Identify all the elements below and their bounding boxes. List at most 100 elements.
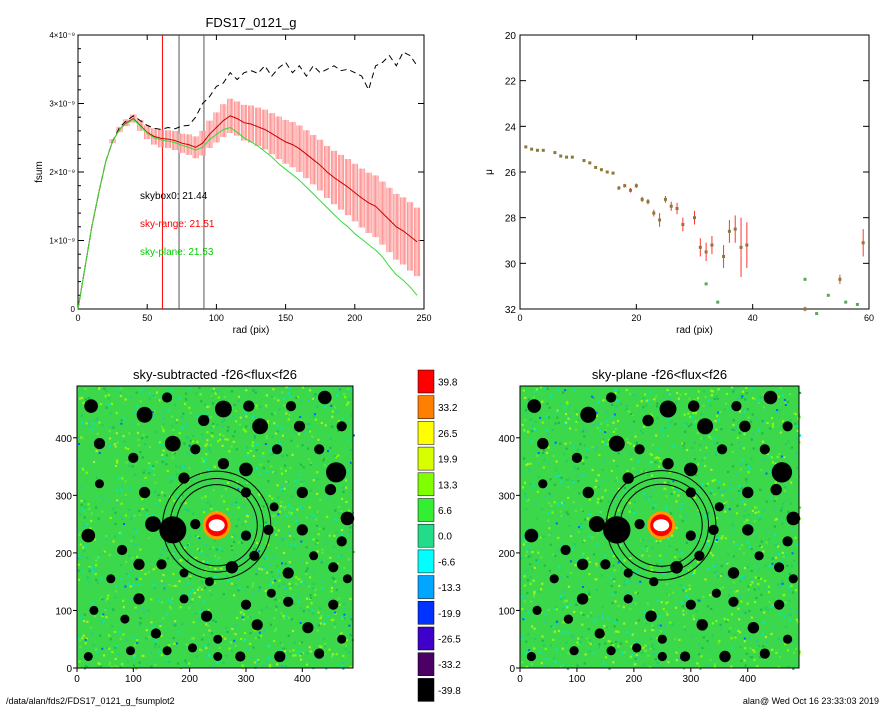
data-point [745,243,749,247]
noise-pixel [305,546,308,549]
masked-source [774,599,785,610]
noise-pixel [165,454,168,457]
noise-pixel [647,654,650,657]
noise-pixel [662,434,665,437]
data-point [727,229,731,233]
data-point [675,207,679,211]
noise-pixel [85,422,88,425]
x-tick-label: 0 [74,674,80,685]
noise-pixel [533,647,536,650]
noise-pixel [547,519,550,522]
noise-pixel [145,509,148,512]
masked-source [576,558,589,571]
noise-pixel [342,486,345,489]
noise-pixel [744,398,747,401]
noise-pixel [553,501,556,504]
noise-pixel [582,430,585,433]
noise-pixel [526,579,530,582]
noise-pixel [736,590,739,593]
noise-pixel [275,533,278,536]
noise-pixel [306,652,309,655]
noise-pixel [686,449,689,452]
noise-pixel [347,651,350,654]
noise-pixel [776,411,779,414]
data-point [617,186,621,190]
noise-pixel [532,595,535,598]
noise-pixel [102,620,105,623]
noise-pixel [291,507,294,510]
masked-source [133,593,145,605]
noise-pixel [748,545,751,549]
noise-pixel [209,450,212,453]
noise-pixel [655,461,659,464]
noise-pixel [120,488,123,491]
noise-pixel [106,597,109,600]
masked-source [296,486,308,499]
noise-pixel [778,586,781,589]
noise-pixel [547,608,550,612]
noise-pixel [623,487,626,490]
noise-pixel-blue [743,637,746,640]
noise-pixel [211,402,214,405]
noise-pixel [250,529,253,533]
noise-pixel [124,398,127,401]
noise-pixel [159,622,162,625]
noise-pixel [541,635,544,638]
noise-pixel [346,387,349,391]
noise-pixel [592,424,595,427]
noise-pixel [345,423,349,426]
noise-pixel [571,532,574,535]
noise-pixel [281,391,284,394]
noise-pixel [123,440,126,443]
noise-pixel [614,645,617,648]
noise-pixel [699,463,702,466]
noise-pixel [127,583,130,586]
noise-pixel [798,650,802,653]
noise-pixel [577,448,580,451]
noise-pixel [160,654,163,657]
noise-pixel [604,443,607,446]
noise-pixel [347,479,350,482]
data-point [634,184,638,188]
noise-pixel [634,571,637,574]
noise-pixel [270,395,273,398]
noise-pixel [713,571,716,574]
noise-pixel [116,461,119,464]
noise-pixel [202,601,205,604]
noise-pixel [95,450,98,453]
noise-pixel [633,642,636,645]
noise-pixel [558,474,561,477]
noise-pixel [347,558,350,561]
noise-pixel [750,569,753,573]
noise-pixel [576,654,579,657]
noise-pixel [191,598,194,601]
noise-pixel [241,664,244,667]
masked-source [188,643,197,653]
noise-pixel [207,468,210,471]
masked-source [164,435,181,452]
noise-pixel [132,664,135,667]
noise-pixel [730,443,733,446]
noise-pixel [697,665,701,668]
noise-pixel [774,462,777,465]
noise-pixel [267,543,270,547]
noise-pixel [283,647,286,650]
noise-pixel [249,521,252,524]
noise-pixel [220,436,223,440]
noise-pixel [244,484,247,487]
noise-pixel [288,561,291,564]
noise-pixel [166,549,169,552]
noise-pixel [523,600,526,603]
noise-pixel [561,663,564,666]
y-axis-label: μ [484,169,495,175]
noise-pixel [316,492,319,495]
noise-pixel [190,480,193,483]
masked-source [145,516,161,532]
noise-pixel [730,637,733,640]
noise-pixel [227,579,230,582]
noise-pixel [314,393,317,396]
data-point-green [716,300,720,304]
noise-pixel [710,468,713,471]
noise-pixel [194,612,197,615]
noise-pixel [610,584,613,588]
